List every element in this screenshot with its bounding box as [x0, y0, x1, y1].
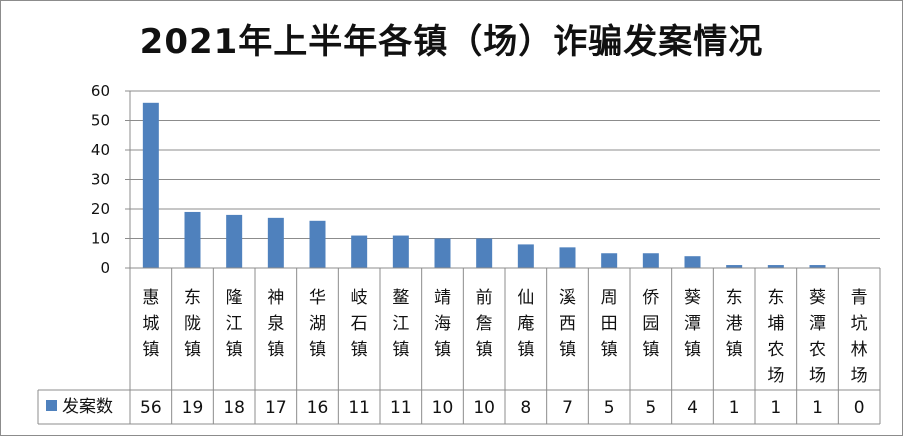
bar — [767, 265, 784, 268]
bar — [517, 244, 534, 268]
bar — [392, 235, 409, 268]
bar — [434, 238, 451, 268]
data-label: 19 — [182, 398, 204, 418]
data-label: 16 — [307, 398, 329, 418]
legend-swatch — [46, 400, 57, 411]
bar — [142, 102, 159, 268]
category-label: 东埔农场 — [767, 288, 784, 386]
category-label: 前詹镇 — [476, 288, 493, 360]
category-label: 神泉镇 — [267, 288, 284, 360]
category-label: 东港镇 — [726, 288, 743, 360]
data-label: 8 — [520, 398, 531, 418]
y-tick-label: 10 — [91, 230, 110, 248]
category-label: 侨园镇 — [642, 288, 659, 360]
bar — [226, 214, 243, 268]
y-tick-label: 50 — [91, 112, 110, 130]
data-label: 18 — [223, 398, 245, 418]
category-label: 仙庵镇 — [517, 288, 534, 360]
data-label: 4 — [687, 398, 698, 418]
category-label: 溪西镇 — [559, 288, 576, 360]
bar — [351, 235, 368, 268]
bar — [642, 253, 659, 268]
category-label: 华湖镇 — [309, 288, 326, 360]
data-label: 10 — [473, 398, 495, 418]
y-tick-label: 20 — [91, 200, 110, 218]
category-label: 葵潭镇 — [684, 288, 701, 360]
data-label: 0 — [854, 398, 865, 418]
bar — [476, 238, 493, 268]
data-label: 1 — [729, 398, 740, 418]
category-label: 靖海镇 — [434, 288, 451, 360]
y-tick-label: 40 — [91, 141, 110, 159]
bar — [559, 247, 576, 268]
category-label: 鳌江镇 — [392, 288, 409, 360]
data-label: 1 — [770, 398, 781, 418]
y-tick-label: 0 — [100, 259, 110, 277]
bar — [601, 253, 618, 268]
data-label: 17 — [265, 398, 287, 418]
category-label: 惠城镇 — [142, 288, 159, 360]
category-label: 东陇镇 — [184, 288, 201, 360]
bar — [809, 265, 826, 268]
data-label: 1 — [812, 398, 823, 418]
chart-title: 2021年上半年各镇（场）诈骗发案情况 — [139, 22, 764, 62]
y-tick-label: 30 — [91, 171, 110, 189]
legend-label: 发案数 — [62, 397, 113, 417]
bar — [184, 211, 201, 268]
bar — [726, 265, 743, 268]
data-label: 5 — [604, 398, 615, 418]
category-label: 周田镇 — [601, 288, 618, 360]
data-label: 56 — [140, 398, 162, 418]
data-label: 10 — [432, 398, 454, 418]
bar — [267, 217, 284, 268]
category-label: 葵潭农场 — [809, 288, 826, 386]
data-label: 7 — [562, 398, 573, 418]
category-label: 岐石镇 — [351, 288, 368, 360]
category-label: 青坑林场 — [851, 288, 868, 386]
data-label: 11 — [348, 398, 370, 418]
category-label: 隆江镇 — [226, 288, 243, 360]
bar — [309, 220, 326, 268]
y-tick-label: 60 — [91, 82, 110, 100]
bar — [684, 256, 701, 268]
data-label: 11 — [390, 398, 412, 418]
data-label: 5 — [645, 398, 656, 418]
